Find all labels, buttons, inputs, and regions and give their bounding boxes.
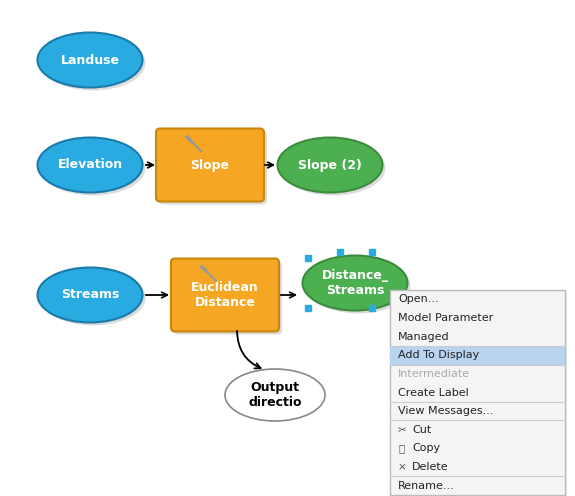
Ellipse shape (37, 267, 143, 322)
Text: Streams: Streams (61, 289, 119, 302)
Text: Model Parameter: Model Parameter (398, 313, 493, 323)
Ellipse shape (37, 137, 143, 192)
Text: Intermediate: Intermediate (398, 369, 470, 379)
FancyBboxPatch shape (390, 346, 565, 365)
Text: Elevation: Elevation (58, 159, 122, 172)
Text: Distance_
Streams: Distance_ Streams (321, 269, 389, 297)
Text: Landuse: Landuse (60, 54, 120, 66)
Text: Add To Display: Add To Display (398, 350, 479, 360)
FancyBboxPatch shape (156, 128, 264, 201)
Ellipse shape (40, 140, 145, 195)
Ellipse shape (278, 137, 382, 192)
Text: Delete: Delete (412, 462, 448, 472)
Ellipse shape (40, 270, 145, 325)
Text: ×: × (398, 462, 407, 472)
Text: Managed: Managed (398, 332, 450, 342)
Text: Copy: Copy (412, 443, 440, 453)
Text: View Messages...: View Messages... (398, 406, 493, 416)
Ellipse shape (281, 140, 385, 195)
Ellipse shape (302, 255, 408, 310)
Text: Output
directio: Output directio (248, 381, 302, 409)
Ellipse shape (40, 36, 145, 90)
Ellipse shape (305, 258, 411, 313)
Text: ⎘: ⎘ (399, 443, 405, 453)
FancyBboxPatch shape (174, 261, 282, 334)
Ellipse shape (37, 33, 143, 87)
Text: ✂: ✂ (398, 425, 407, 435)
Ellipse shape (225, 369, 325, 421)
Text: Cut: Cut (412, 425, 431, 435)
Text: Slope: Slope (190, 159, 229, 172)
Text: Open...: Open... (398, 294, 439, 305)
FancyBboxPatch shape (390, 290, 565, 495)
Text: Euclidean
Distance: Euclidean Distance (191, 281, 259, 309)
FancyBboxPatch shape (392, 292, 567, 496)
FancyBboxPatch shape (159, 131, 267, 204)
Text: Rename...: Rename... (398, 481, 455, 491)
Text: Slope (2): Slope (2) (298, 159, 362, 172)
Text: Create Label: Create Label (398, 387, 469, 397)
FancyBboxPatch shape (171, 258, 279, 331)
